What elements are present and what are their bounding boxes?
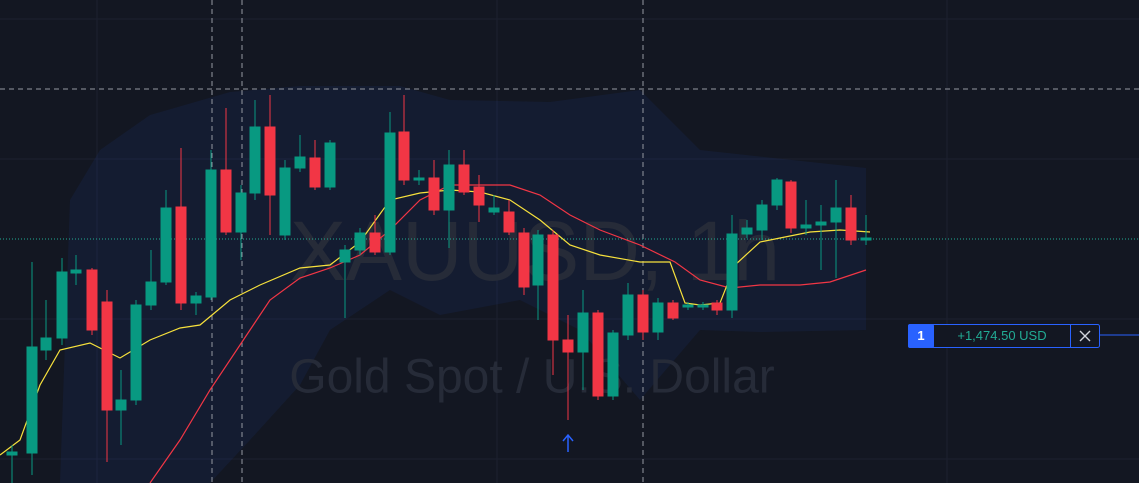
candle — [428, 160, 440, 215]
candle — [682, 302, 694, 310]
candle — [70, 255, 82, 285]
profit-loss: +1,474.50 USD — [957, 328, 1046, 343]
band-area — [60, 86, 866, 483]
candle — [160, 190, 172, 285]
candle — [726, 215, 738, 318]
candle — [145, 250, 157, 310]
quantity-badge — [908, 324, 934, 348]
buy-arrow — [562, 433, 574, 452]
candle — [488, 195, 500, 215]
candle — [6, 445, 18, 483]
candle — [518, 228, 530, 295]
candle — [115, 370, 127, 445]
candle — [354, 228, 366, 255]
candles — [6, 95, 872, 483]
close-position-button[interactable] — [1071, 325, 1099, 347]
candle — [130, 300, 142, 405]
candle — [667, 300, 679, 320]
candle — [800, 200, 812, 235]
candle — [101, 290, 113, 462]
candle — [190, 292, 202, 315]
candle — [413, 170, 425, 185]
candle — [339, 245, 351, 318]
candle — [845, 195, 857, 245]
candle — [860, 215, 872, 245]
close-icon[interactable] — [1079, 330, 1091, 342]
candle — [637, 290, 649, 340]
candle — [384, 112, 396, 255]
candle — [622, 283, 634, 340]
candle — [607, 330, 619, 400]
candle — [264, 95, 276, 235]
candle — [26, 262, 38, 475]
candle — [592, 310, 604, 400]
candle — [756, 200, 768, 240]
candle — [86, 268, 98, 335]
candle — [741, 220, 753, 238]
candle — [697, 302, 709, 310]
candle — [249, 100, 261, 200]
position-label[interactable]: 1 +1,474.50 USD — [908, 324, 1100, 348]
candle — [503, 200, 515, 235]
candle — [458, 150, 470, 195]
candle — [398, 95, 410, 185]
candle — [40, 300, 52, 360]
candle — [309, 140, 321, 190]
candle — [369, 215, 381, 255]
candle — [785, 180, 797, 233]
quantity: 1 — [917, 328, 924, 343]
candle — [205, 150, 217, 300]
candle — [652, 298, 664, 340]
candle — [56, 258, 68, 345]
candle — [547, 230, 559, 375]
candle — [279, 160, 291, 240]
candle — [577, 290, 589, 390]
description-watermark: Gold Spot / U.S. Dollar — [289, 351, 775, 404]
candle — [711, 300, 723, 315]
candle — [175, 148, 187, 310]
candle — [443, 150, 455, 248]
candle — [220, 108, 232, 235]
candle — [771, 178, 783, 210]
candle — [830, 180, 842, 278]
candle — [532, 230, 544, 320]
candle — [815, 205, 827, 270]
candle — [294, 135, 306, 172]
candle — [235, 185, 247, 260]
candle — [324, 140, 336, 190]
candle — [562, 315, 574, 420]
candle — [473, 175, 485, 222]
